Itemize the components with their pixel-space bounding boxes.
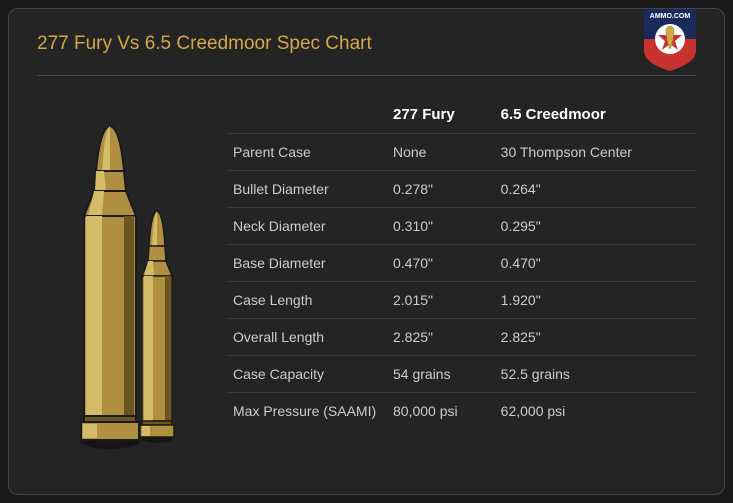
table-row: Base Diameter 0.470" 0.470" bbox=[227, 245, 696, 282]
row-label: Parent Case bbox=[227, 134, 387, 171]
row-label: Bullet Diameter bbox=[227, 171, 387, 208]
row-value-2: 30 Thompson Center bbox=[495, 134, 696, 171]
row-value-2: 52.5 grains bbox=[495, 356, 696, 393]
spec-card: AMMO.COM 277 Fury Vs 6.5 Creedmoor Spec … bbox=[8, 8, 725, 495]
row-value-2: 0.264" bbox=[495, 171, 696, 208]
table-header-row: 277 Fury 6.5 Creedmoor bbox=[227, 96, 696, 134]
table-row: Max Pressure (SAAMI) 80,000 psi 62,000 p… bbox=[227, 393, 696, 430]
chart-title: 277 Fury Vs 6.5 Creedmoor Spec Chart bbox=[37, 33, 696, 76]
row-value-2: 0.470" bbox=[495, 245, 696, 282]
row-label: Case Capacity bbox=[227, 356, 387, 393]
row-value-1: 80,000 psi bbox=[387, 393, 495, 430]
spec-table-wrapper: 277 Fury 6.5 Creedmoor Parent Case None … bbox=[227, 96, 696, 456]
row-value-2: 2.825" bbox=[495, 319, 696, 356]
cartridge-illustration bbox=[37, 96, 227, 456]
row-value-2: 0.295" bbox=[495, 208, 696, 245]
table-row: Case Capacity 54 grains 52.5 grains bbox=[227, 356, 696, 393]
table-row: Overall Length 2.825" 2.825" bbox=[227, 319, 696, 356]
row-label: Max Pressure (SAAMI) bbox=[227, 393, 387, 430]
row-label: Case Length bbox=[227, 282, 387, 319]
row-value-1: None bbox=[387, 134, 495, 171]
content-row: 277 Fury 6.5 Creedmoor Parent Case None … bbox=[37, 96, 696, 456]
row-value-1: 2.825" bbox=[387, 319, 495, 356]
row-value-2: 62,000 psi bbox=[495, 393, 696, 430]
spec-table: 277 Fury 6.5 Creedmoor Parent Case None … bbox=[227, 96, 696, 429]
row-value-1: 2.015" bbox=[387, 282, 495, 319]
row-label: Overall Length bbox=[227, 319, 387, 356]
table-row: Bullet Diameter 0.278" 0.264" bbox=[227, 171, 696, 208]
table-row: Parent Case None 30 Thompson Center bbox=[227, 134, 696, 171]
table-row: Neck Diameter 0.310" 0.295" bbox=[227, 208, 696, 245]
row-label: Neck Diameter bbox=[227, 208, 387, 245]
row-value-1: 0.278" bbox=[387, 171, 495, 208]
svg-text:AMMO.COM: AMMO.COM bbox=[650, 13, 691, 20]
header-col2: 6.5 Creedmoor bbox=[495, 96, 696, 134]
row-value-1: 54 grains bbox=[387, 356, 495, 393]
row-value-1: 0.470" bbox=[387, 245, 495, 282]
row-value-1: 0.310" bbox=[387, 208, 495, 245]
brand-logo: AMMO.COM bbox=[644, 9, 696, 71]
row-label: Base Diameter bbox=[227, 245, 387, 282]
table-row: Case Length 2.015" 1.920" bbox=[227, 282, 696, 319]
row-value-2: 1.920" bbox=[495, 282, 696, 319]
header-empty bbox=[227, 96, 387, 134]
header-col1: 277 Fury bbox=[387, 96, 495, 134]
